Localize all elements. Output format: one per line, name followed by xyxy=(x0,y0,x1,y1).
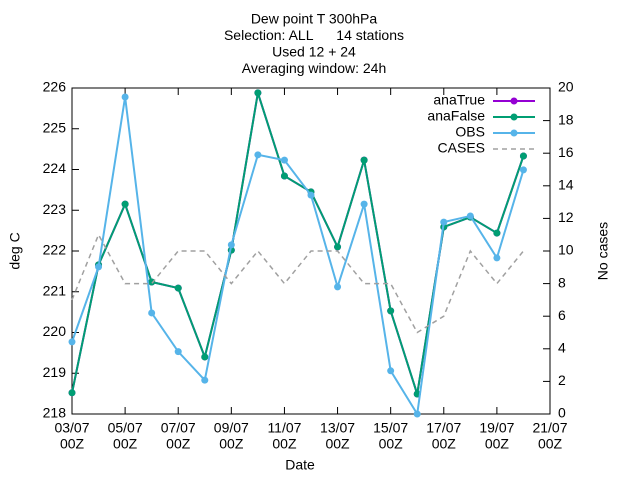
y2-tick-label: 18 xyxy=(558,111,574,127)
y-tick-label: 224 xyxy=(43,160,67,176)
y2-tick-label: 8 xyxy=(558,274,566,290)
x-tick-label: 00Z xyxy=(219,436,244,452)
point-marker xyxy=(68,338,76,346)
y-tick-label: 219 xyxy=(43,364,67,380)
point-marker xyxy=(121,93,129,101)
point-marker xyxy=(334,283,342,291)
chart-title: Selection: ALL 14 stations xyxy=(224,27,404,43)
point-marker xyxy=(493,229,501,237)
x-tick-label: 00Z xyxy=(538,436,563,452)
y2-tick-label: 16 xyxy=(558,144,574,160)
point-marker xyxy=(413,410,421,418)
x-tick-label: 00Z xyxy=(379,436,404,452)
point-marker xyxy=(360,156,368,164)
point-marker xyxy=(360,200,368,208)
point-marker xyxy=(201,376,209,384)
point-marker xyxy=(307,191,315,199)
y-tick-label: 223 xyxy=(43,201,67,217)
point-marker xyxy=(280,172,288,180)
point-marker xyxy=(440,218,448,226)
x-tick-label: 00Z xyxy=(485,436,510,452)
y2-tick-label: 10 xyxy=(558,242,574,258)
y2-tick-label: 0 xyxy=(558,405,566,421)
x-tick-label: 03/07 xyxy=(54,420,89,436)
x-axis-label: Date xyxy=(285,457,315,473)
chart-title: Dew point T 300hPa xyxy=(251,11,378,27)
point-marker xyxy=(466,212,474,220)
x-tick-label: 11/07 xyxy=(267,420,301,436)
legend-label: CASES xyxy=(438,140,485,156)
y-tick-label: 220 xyxy=(43,323,67,339)
point-marker xyxy=(280,156,288,164)
point-marker xyxy=(68,389,76,397)
y-axis-label: deg C xyxy=(7,232,23,269)
legend-label: anaFalse xyxy=(427,108,485,124)
x-tick-label: 00Z xyxy=(60,436,85,452)
point-marker xyxy=(201,353,209,361)
x-tick-label: 00Z xyxy=(432,436,457,452)
chart-title: Averaging window: 24h xyxy=(242,60,387,76)
point-marker xyxy=(174,284,182,292)
legend-marker xyxy=(510,129,518,137)
legend-label: anaTrue xyxy=(433,92,485,108)
x-tick-label: 07/07 xyxy=(161,420,196,436)
x-tick-label: 00Z xyxy=(325,436,350,452)
series-line xyxy=(71,232,525,334)
x-tick-label: 00Z xyxy=(166,436,191,452)
point-marker xyxy=(387,367,395,375)
series-line xyxy=(71,96,525,417)
x-tick-label: 21/07 xyxy=(532,420,567,436)
point-marker xyxy=(334,243,342,251)
y2-tick-label: 20 xyxy=(558,79,574,95)
y2-tick-label: 6 xyxy=(558,307,566,323)
x-tick-label: 19/07 xyxy=(479,420,514,436)
y2-tick-label: 2 xyxy=(558,372,566,388)
y-tick-label: 221 xyxy=(43,282,67,298)
point-marker xyxy=(254,89,262,97)
point-marker xyxy=(121,200,129,208)
y-tick-label: 218 xyxy=(43,405,67,421)
point-marker xyxy=(148,309,156,317)
point-marker xyxy=(227,241,235,249)
point-marker xyxy=(519,152,527,160)
y2-tick-label: 14 xyxy=(558,177,574,193)
y-tick-label: 226 xyxy=(43,79,67,95)
x-tick-label: 00Z xyxy=(272,436,297,452)
x-tick-label: 00Z xyxy=(113,436,138,452)
point-marker xyxy=(254,151,262,159)
y-tick-label: 225 xyxy=(43,119,67,135)
y2-tick-label: 4 xyxy=(558,340,566,356)
y2-tick-label: 12 xyxy=(558,209,574,225)
point-marker xyxy=(519,166,527,174)
legend-marker xyxy=(510,97,518,105)
chart-title: Used 12 + 24 xyxy=(272,44,356,60)
point-marker xyxy=(174,348,182,356)
legend-marker xyxy=(510,113,518,121)
x-tick-label: 17/07 xyxy=(426,420,461,436)
point-marker xyxy=(148,278,156,286)
y2-axis-label: No cases xyxy=(595,222,611,280)
legend-label: OBS xyxy=(455,124,485,140)
x-tick-label: 15/07 xyxy=(373,420,408,436)
y-tick-label: 222 xyxy=(43,242,67,258)
point-marker xyxy=(493,254,501,262)
x-tick-label: 13/07 xyxy=(320,420,355,436)
x-tick-label: 05/07 xyxy=(108,420,143,436)
point-marker xyxy=(95,263,103,271)
x-tick-label: 09/07 xyxy=(214,420,249,436)
point-marker xyxy=(387,307,395,315)
